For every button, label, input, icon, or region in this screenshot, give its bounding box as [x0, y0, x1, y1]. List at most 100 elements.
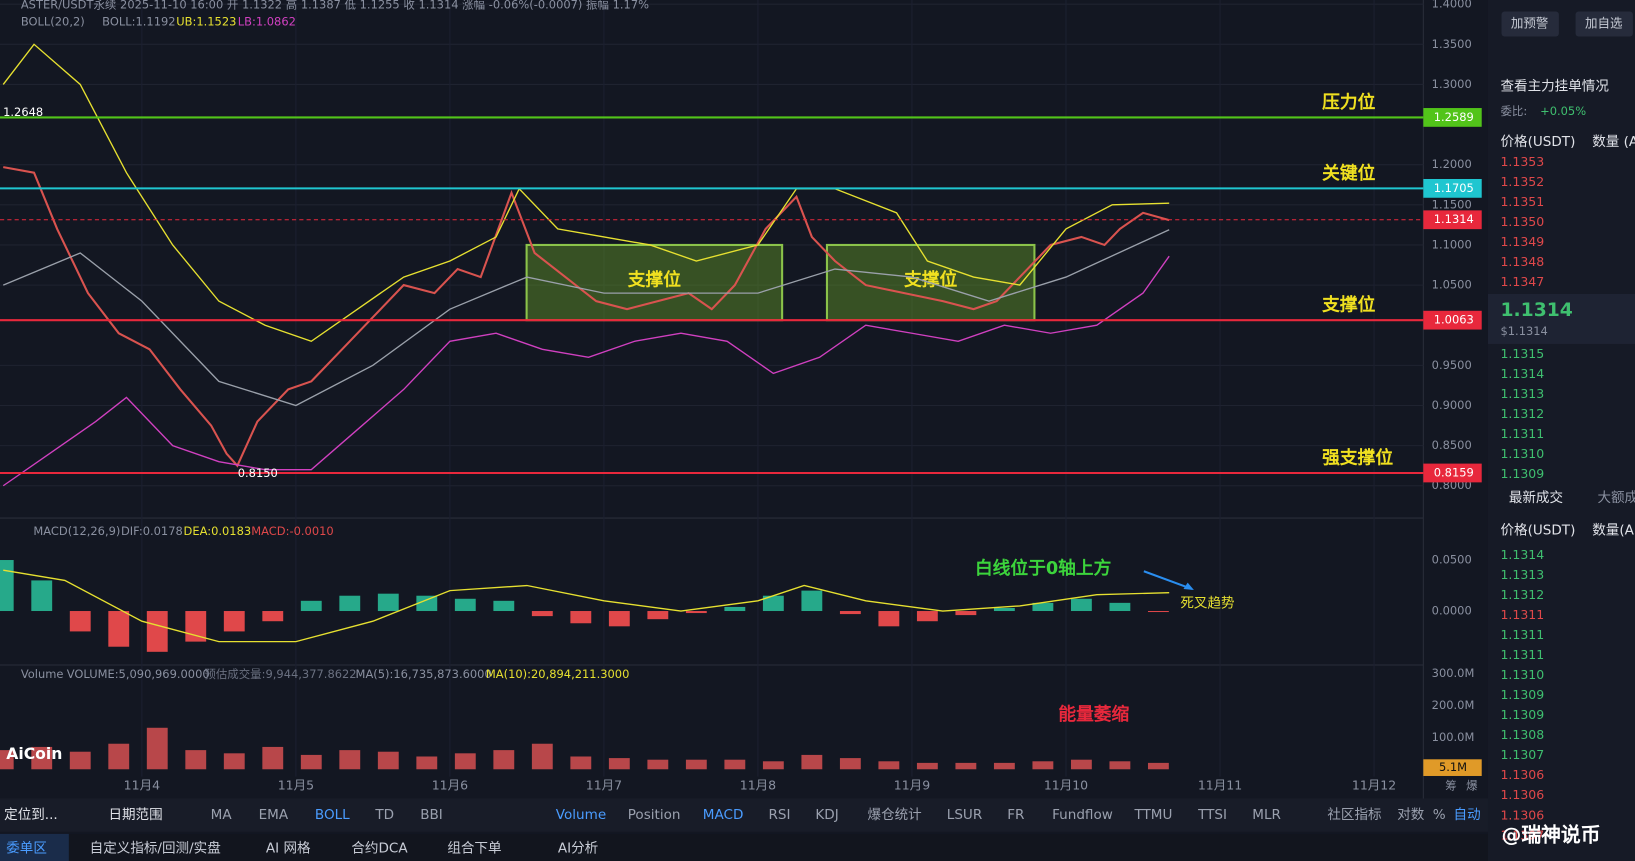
y-tick-label: 0.9500: [1432, 358, 1472, 372]
legend: MACD:-0.0010: [251, 524, 333, 538]
toolbar-item[interactable]: 定位到...: [4, 807, 58, 823]
bid-price: 1.1311: [1500, 426, 1544, 441]
macd-bar: [0, 560, 14, 612]
macd-bar: [570, 611, 592, 624]
volume-bar: [647, 759, 669, 770]
level-value: 0.8159: [1434, 465, 1474, 479]
volume-bar: [993, 762, 1015, 770]
volume-bar: [724, 759, 746, 770]
axis-extra: 筹: [1445, 778, 1456, 792]
level-tag: [1423, 108, 1482, 127]
x-tick-label: 11月8: [740, 777, 776, 792]
toolbar-item[interactable]: Volume: [556, 807, 606, 823]
macd-bar: [31, 580, 53, 612]
volume-bar: [31, 746, 53, 770]
header: ASTER/USDT永续 2025-11-10 16:00 开 1.1322 高…: [21, 0, 649, 12]
macd-bar: [69, 611, 91, 632]
legend: MA(5):16,735,873.6000: [356, 667, 492, 681]
toolbar-item[interactable]: RSI: [768, 807, 790, 823]
volume-bar: [0, 750, 14, 770]
toolbar-item[interactable]: TD: [374, 807, 394, 823]
y-tick-label: 0.0500: [1432, 553, 1472, 567]
macd-bar: [300, 600, 322, 612]
macd-bar: [339, 595, 361, 612]
toolbar-item[interactable]: 社区指标: [1327, 807, 1381, 823]
level-label: 支撑位: [1321, 294, 1375, 316]
volume-bar: [762, 761, 784, 770]
volume-bar: [685, 759, 707, 770]
toolbar: [0, 798, 1488, 832]
bottom-tab[interactable]: 组合下单: [447, 840, 501, 856]
volume-bar: [454, 753, 476, 770]
toolbar-item[interactable]: %: [1433, 807, 1446, 823]
toolbar-item[interactable]: Position: [628, 807, 681, 823]
level-tag: [1423, 310, 1482, 330]
tab[interactable]: 最新成交: [1509, 489, 1563, 506]
watermark: @瑞神说币: [1502, 823, 1601, 846]
high-label: 1.2648: [3, 105, 43, 119]
y-tick-label: 1.3500: [1432, 37, 1472, 51]
macd-bar: [146, 611, 168, 652]
toolbar-item[interactable]: 自动: [1454, 807, 1481, 823]
zone-label: 支撑位: [903, 268, 957, 290]
toolbar-item[interactable]: Fundflow: [1052, 807, 1113, 823]
link[interactable]: 查看主力挂单情况: [1500, 79, 1609, 95]
ask-price: 1.1349: [1500, 234, 1544, 249]
toolbar-item[interactable]: MA: [211, 807, 233, 823]
toolbar-item[interactable]: FR: [1007, 807, 1025, 823]
trade-price: 1.1314: [1500, 547, 1544, 562]
arrow: [1143, 570, 1193, 590]
toolbar-item[interactable]: BOLL: [315, 807, 350, 823]
bid-price: 1.1312: [1500, 406, 1544, 421]
macd-bar: [223, 611, 245, 632]
ask-price: 1.1351: [1500, 194, 1544, 209]
bid-price: 1.1309: [1500, 466, 1544, 481]
toolbar-item[interactable]: 对数: [1397, 807, 1425, 823]
boll-line: [2, 255, 1170, 487]
x-tick-label: 11月11: [1198, 777, 1242, 792]
bottom-tab[interactable]: 委单区: [6, 840, 47, 856]
low-label: 0.8150: [238, 466, 278, 480]
y-tick-label: 0.8500: [1432, 438, 1472, 452]
x-tick-label: 11月7: [586, 777, 622, 792]
bottom-tab[interactable]: AI 网格: [266, 840, 311, 856]
macd-bar: [1109, 602, 1131, 612]
toolbar-item[interactable]: TTSI: [1197, 807, 1227, 823]
level-value: 1.2589: [1434, 110, 1474, 124]
volume-bar: [223, 753, 245, 770]
bottom-tab[interactable]: 自定义指标/回测/实盘: [90, 839, 221, 856]
volume-current: 5.1M: [1439, 760, 1467, 774]
toolbar-item[interactable]: BBI: [420, 807, 443, 823]
toolbar-item[interactable]: 爆仓统计: [868, 807, 922, 823]
y-tick-label: 0.9000: [1432, 398, 1472, 412]
macd-bar: [878, 611, 900, 627]
toolbar-item[interactable]: LSUR: [947, 807, 983, 823]
ratio: +0.05%: [1540, 104, 1586, 118]
trade-price: 1.1310: [1500, 667, 1544, 682]
legend: LB:1.0862: [238, 14, 296, 28]
button[interactable]: [1501, 11, 1559, 37]
brand: AiCoin: [6, 744, 62, 763]
col-head: 价格(USDT): [1500, 134, 1575, 150]
toolbar-item[interactable]: KDJ: [815, 807, 838, 823]
macd-bar: [839, 611, 861, 615]
button[interactable]: [1575, 11, 1633, 37]
legend: VOLUME:5,090,969.0000: [67, 667, 210, 681]
toolbar-item[interactable]: MLR: [1252, 807, 1281, 823]
level-value: 1.0063: [1434, 313, 1474, 327]
toolbar-item[interactable]: TTMU: [1133, 807, 1172, 823]
level-value: 1.1705: [1434, 181, 1474, 195]
bottom-tab[interactable]: AI分析: [558, 840, 598, 856]
tab[interactable]: 大额成: [1597, 490, 1635, 506]
macd-bar: [262, 611, 284, 622]
bottom-tab[interactable]: 合约DCA: [351, 840, 408, 856]
trade-price: 1.1311: [1500, 627, 1544, 642]
legend: BOLL(20,2): [21, 14, 85, 28]
toolbar-item[interactable]: 日期范围: [108, 807, 162, 823]
toolbar-item[interactable]: EMA: [259, 807, 289, 823]
toolbar-item[interactable]: MACD: [703, 807, 744, 823]
boll-line: [2, 43, 1170, 343]
ask-price: 1.1348: [1500, 254, 1544, 269]
